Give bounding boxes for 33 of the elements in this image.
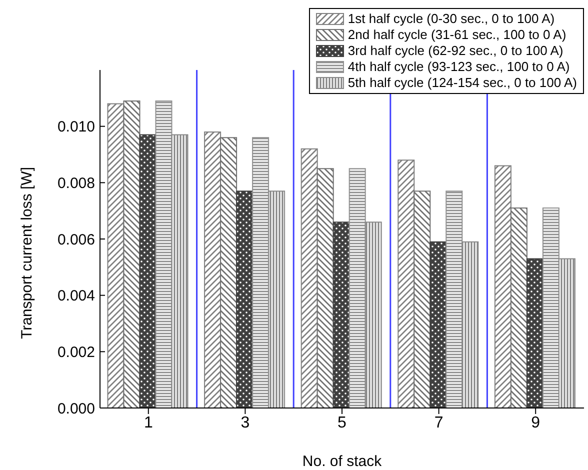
bar (430, 241, 447, 408)
x-tick-label: 5 (338, 414, 347, 432)
bar (414, 190, 431, 408)
bar (220, 137, 238, 408)
legend-label: 1st half cycle (0-30 sec., 0 to 100 A) (348, 11, 555, 27)
legend-label: 5th half cycle (124-154 sec., 0 to 100 A) (348, 75, 577, 91)
bar (300, 148, 318, 408)
legend-label: 3rd half cycle (62-92 sec., 0 to 100 A) (348, 43, 564, 59)
legend-label: 4th half cycle (93-123 sec., 100 to 0 A) (348, 59, 570, 75)
bar (510, 208, 528, 408)
y-tick-label: 0.008 (57, 174, 95, 192)
x-axis-title: No. of stack (302, 453, 382, 470)
bar (139, 134, 156, 408)
bar (494, 165, 512, 408)
y-tick-label: 0.006 (57, 231, 95, 248)
y-axis-title: Transport current loss [W] (18, 167, 36, 339)
x-tick-label: 3 (240, 414, 250, 432)
bar (398, 160, 415, 408)
bar (332, 222, 350, 408)
y-tick-label: 0.004 (57, 288, 95, 305)
bar (204, 131, 222, 408)
bar (236, 190, 254, 408)
y-tick-label: 0.002 (57, 344, 95, 361)
legend-label: 2nd half cycle (31-61 sec., 100 to 0 A) (348, 27, 566, 43)
bar (316, 168, 334, 408)
y-tick-label: 0.000 (57, 400, 95, 418)
bar (526, 258, 544, 408)
x-tick-label: 9 (531, 414, 540, 432)
bar (107, 103, 124, 408)
bar (123, 100, 140, 408)
x-tick-label: 7 (434, 414, 444, 432)
y-tick-label: 0.010 (57, 118, 95, 136)
x-tick-label: 1 (144, 414, 153, 432)
